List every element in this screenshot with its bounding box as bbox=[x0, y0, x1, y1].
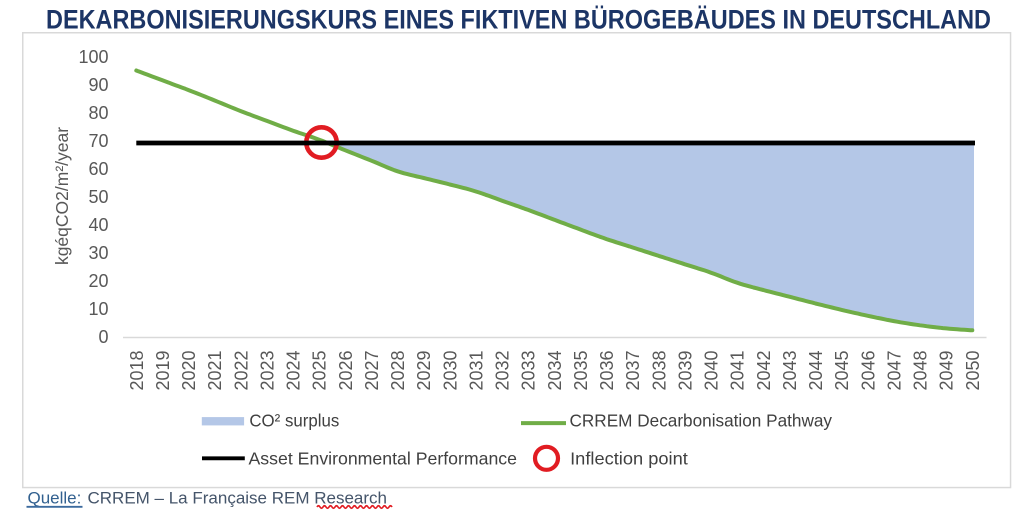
svg-text:2032: 2032 bbox=[493, 350, 513, 390]
svg-text:2040: 2040 bbox=[702, 350, 722, 390]
svg-text:2022: 2022 bbox=[231, 350, 251, 390]
svg-text:2034: 2034 bbox=[545, 350, 565, 390]
svg-text:2044: 2044 bbox=[806, 350, 826, 390]
svg-text:CRREM Decarbonisation Pathway: CRREM Decarbonisation Pathway bbox=[570, 411, 833, 431]
svg-text:2026: 2026 bbox=[336, 350, 356, 390]
svg-text:2041: 2041 bbox=[728, 350, 748, 390]
svg-text:2042: 2042 bbox=[754, 350, 774, 390]
svg-text:2027: 2027 bbox=[362, 350, 382, 390]
svg-text:90: 90 bbox=[88, 75, 108, 95]
svg-text:100: 100 bbox=[78, 47, 108, 67]
svg-text:Quelle:: Quelle: bbox=[28, 489, 82, 508]
svg-text:2019: 2019 bbox=[153, 350, 173, 390]
svg-text:Asset Environmental Performanc: Asset Environmental Performance bbox=[249, 449, 518, 469]
svg-text:2039: 2039 bbox=[675, 350, 695, 390]
svg-text:2035: 2035 bbox=[571, 350, 591, 390]
svg-text:kgéqCO2/m²/year: kgéqCO2/m²/year bbox=[52, 127, 72, 265]
svg-text:CRREM – La Française REM Resea: CRREM – La Française REM Research bbox=[88, 489, 387, 508]
svg-text:2048: 2048 bbox=[911, 350, 931, 390]
svg-text:2028: 2028 bbox=[388, 350, 408, 390]
svg-text:2031: 2031 bbox=[466, 350, 486, 390]
svg-text:30: 30 bbox=[88, 243, 108, 263]
svg-text:70: 70 bbox=[88, 131, 108, 151]
svg-text:2033: 2033 bbox=[519, 350, 539, 390]
svg-text:2029: 2029 bbox=[414, 350, 434, 390]
svg-text:2050: 2050 bbox=[963, 350, 983, 390]
svg-text:2037: 2037 bbox=[623, 350, 643, 390]
svg-text:CO² surplus: CO² surplus bbox=[249, 411, 339, 431]
svg-text:DEKARBONISIERUNGSKURS EINES FI: DEKARBONISIERUNGSKURS EINES FIKTIVEN BÜR… bbox=[46, 4, 991, 34]
svg-text:2024: 2024 bbox=[284, 350, 304, 390]
svg-text:Inflection point: Inflection point bbox=[570, 449, 688, 469]
svg-text:2025: 2025 bbox=[310, 350, 330, 390]
svg-text:2045: 2045 bbox=[832, 350, 852, 390]
svg-text:2021: 2021 bbox=[205, 350, 225, 390]
svg-text:2046: 2046 bbox=[858, 350, 878, 390]
svg-text:20: 20 bbox=[88, 271, 108, 291]
svg-text:2049: 2049 bbox=[937, 350, 957, 390]
svg-text:0: 0 bbox=[98, 327, 108, 347]
svg-text:2043: 2043 bbox=[780, 350, 800, 390]
svg-text:2023: 2023 bbox=[257, 350, 277, 390]
svg-text:2036: 2036 bbox=[597, 350, 617, 390]
svg-text:2018: 2018 bbox=[127, 350, 147, 390]
svg-text:2038: 2038 bbox=[649, 350, 669, 390]
svg-text:80: 80 bbox=[88, 103, 108, 123]
svg-text:10: 10 bbox=[88, 299, 108, 319]
svg-text:40: 40 bbox=[88, 215, 108, 235]
svg-text:50: 50 bbox=[88, 187, 108, 207]
svg-text:2047: 2047 bbox=[884, 350, 904, 390]
svg-text:2020: 2020 bbox=[179, 350, 199, 390]
svg-text:2030: 2030 bbox=[440, 350, 460, 390]
svg-text:60: 60 bbox=[88, 159, 108, 179]
